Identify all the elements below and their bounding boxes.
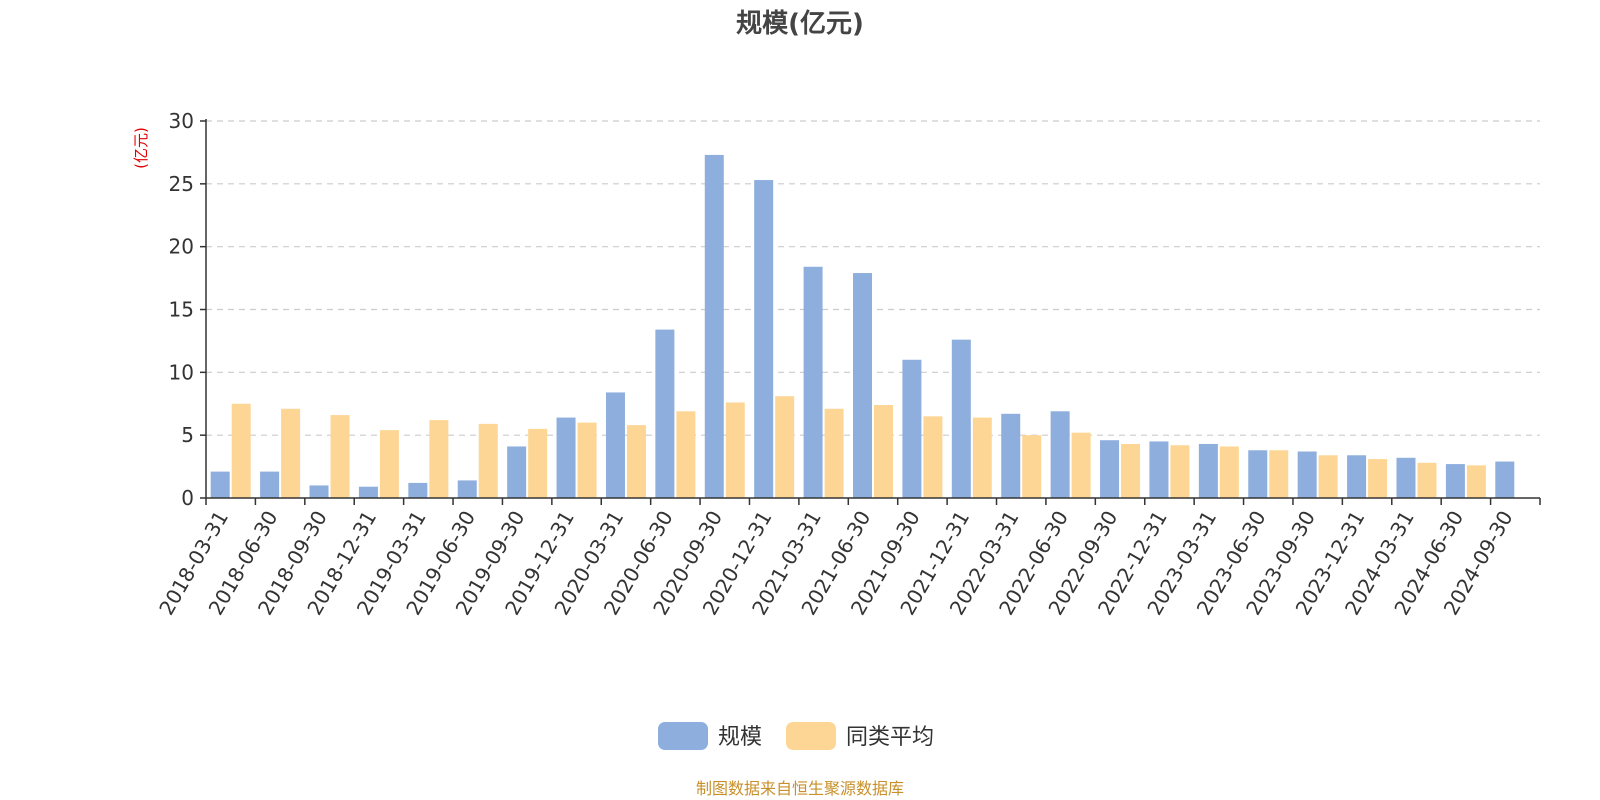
bar-peer-average [1071,432,1091,498]
bar-peer-average [478,423,498,498]
bar-peer-average [775,396,795,498]
bar-scale [803,266,823,498]
y-tick-label: 25 [169,172,194,196]
bar-scale [457,480,477,498]
bar-peer-average [824,408,844,498]
bar-peer-average [676,411,696,498]
bar-peer-average [1318,455,1338,498]
bar-peer-average [1269,450,1289,498]
bar-peer-average [281,408,301,498]
bar-scale [1001,413,1021,498]
bar-peer-average [972,417,992,498]
y-tick-label: 0 [181,486,194,510]
y-tick-label: 20 [169,235,194,259]
bar-scale [309,485,329,498]
legend-swatch-scale [658,722,708,750]
bar-scale [704,154,724,498]
y-tick-label: 15 [169,298,194,322]
bar-peer-average [923,416,943,498]
bar-peer-average [577,422,597,498]
bar-peer-average [379,430,399,498]
bars [210,154,1515,498]
axes [200,119,1541,505]
legend-label-scale: 规模 [718,725,762,750]
legend: 规模 同类平均 [658,722,934,750]
legend-label-peer-average: 同类平均 [846,725,934,750]
bar-scale [408,482,428,498]
bar-scale [1198,443,1218,498]
bar-peer-average [874,405,893,498]
y-tick-labels: 0 5 10 15 20 25 30 [169,109,194,510]
bar-scale [1347,455,1367,498]
bar-scale [1297,451,1317,498]
grid-lines [206,120,1540,436]
bar-peer-average [626,425,646,498]
bar-scale [1248,450,1268,498]
bar-scale [605,392,625,498]
bar-peer-average [429,420,449,498]
bar-peer-average [231,403,251,498]
bar-scale [260,471,280,498]
bar-peer-average [1219,446,1239,498]
data-source-note: 制图数据来自恒生聚源数据库 [696,779,904,798]
bar-scale [754,180,774,498]
bar-scale [507,446,527,498]
bar-peer-average [1170,445,1190,498]
bar-scale [655,329,675,498]
bar-scale [1495,461,1515,498]
bar-peer-average [1417,462,1437,498]
bar-scale [210,471,230,498]
bar-peer-average [1368,459,1388,498]
legend-swatch-peer-average [786,722,836,750]
bar-peer-average [1022,435,1042,498]
y-tick-label: 5 [181,423,194,447]
bar-scale [951,339,971,498]
bar-scale [358,486,378,498]
bar-scale [902,359,922,498]
bar-scale [1149,441,1169,498]
bar-scale [853,273,872,498]
bar-peer-average [725,402,745,498]
x-tick-labels: 2018-03-312018-06-302018-09-302018-12-31… [154,507,1517,620]
bar-scale [1396,457,1416,498]
bar-peer-average [1466,465,1486,498]
y-axis-unit-label: (亿元) [132,127,150,169]
bar-peer-average [330,415,350,498]
bar-scale [1445,464,1465,498]
bar-scale [556,417,576,498]
bar-scale [1100,440,1120,498]
y-tick-label: 30 [169,109,194,133]
y-tick-label: 10 [169,360,194,384]
chart-title: 规模(亿元) [736,9,864,39]
bar-peer-average [1121,443,1141,498]
bar-peer-average [528,428,548,498]
bar-scale [1050,411,1070,498]
